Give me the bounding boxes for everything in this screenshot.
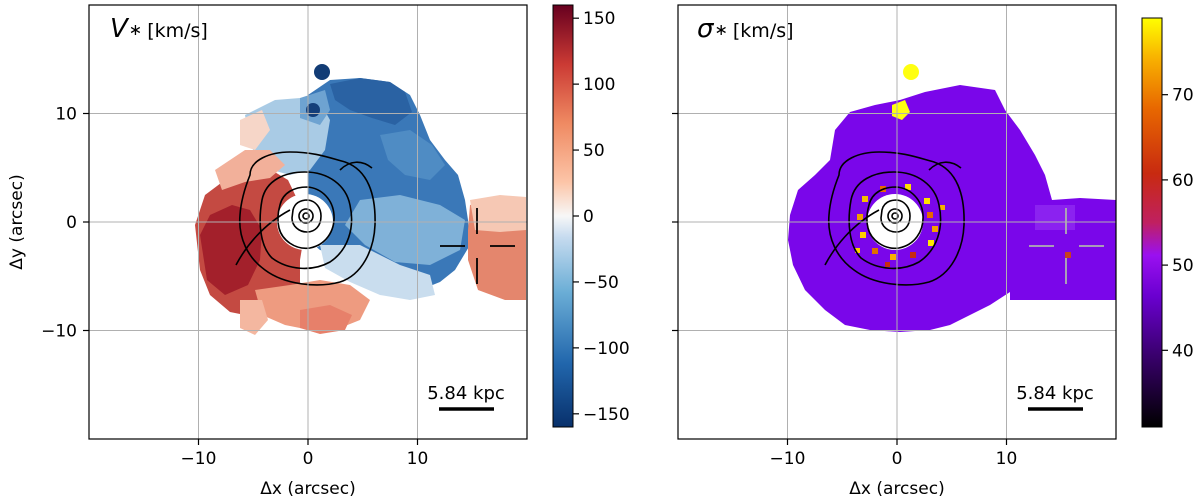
- velocity-scalebar-label: 5.84 kpc: [427, 383, 505, 404]
- dispersion-contour-peak: [891, 212, 899, 220]
- velocity-contour-outer: [238, 151, 376, 286]
- velocity-colorbar-tick-label: 0: [583, 207, 594, 227]
- dispersion-contour-tail-northeast: [928, 161, 962, 171]
- dispersion-crosshair-marker: [1029, 208, 1104, 284]
- velocity-isophote-contours: [235, 151, 376, 286]
- dispersion-contour-center: [887, 208, 903, 224]
- velocity-gridlines: [89, 5, 527, 439]
- dispersion-map: [788, 64, 1116, 332]
- velocity-colorbar-tick-label: −50: [583, 273, 619, 293]
- dispersion-xtick-label: −10: [770, 449, 806, 469]
- velocity-colorbar-tick-label: 150: [583, 9, 615, 29]
- velocity-crosshair-marker: [440, 208, 515, 284]
- dispersion-colorbar-ticks: 70 60 50 40: [1162, 86, 1194, 361]
- dispersion-contour-mid: [848, 171, 942, 270]
- velocity-ytick-label: 10: [55, 105, 77, 125]
- dispersion-colorbar-tick-label: 40: [1172, 341, 1194, 361]
- velocity-colorbar-tick-label: −150: [583, 405, 630, 425]
- velocity-contour-inner: [277, 186, 335, 250]
- velocity-colorbar-tick-label: 50: [583, 141, 605, 161]
- velocity-contour-mid: [259, 171, 353, 270]
- dispersion-colorbar-tick-label: 60: [1172, 171, 1194, 191]
- dispersion-scalebar-label: 5.84 kpc: [1016, 383, 1094, 404]
- dispersion-colorbar-tick-label: 70: [1172, 86, 1194, 106]
- dispersion-ticks: −10 0 10: [672, 112, 1018, 469]
- dispersion-region-east-lighter: [1035, 205, 1075, 230]
- velocity-contour-center: [298, 208, 314, 224]
- dispersion-xtick-label: 10: [996, 449, 1018, 469]
- velocity-region-southeast-pale: [320, 245, 435, 300]
- velocity-y-axis-label: Δy (arcsec): [7, 174, 27, 269]
- dispersion-xtick-label: 0: [892, 449, 903, 469]
- velocity-region-northwest-pale: [240, 110, 270, 150]
- velocity-region-east-clump-pale: [470, 195, 526, 232]
- velocity-contour-core: [291, 199, 322, 233]
- dispersion-panel-title: σ∗ [km/s]: [697, 14, 794, 44]
- velocity-ticks: −10 0 10 −10 0 10: [41, 105, 428, 470]
- velocity-contour-tail-northeast: [339, 161, 373, 171]
- dispersion-panel: −10 0 10 σ∗ [km/s] 5.84 kpc Δx (arcsec) 70 6…: [672, 4, 1194, 499]
- dispersion-x-axis-label: Δx (arcsec): [849, 479, 944, 499]
- dispersion-contour-outer: [827, 151, 965, 286]
- velocity-ytick-label: −10: [41, 322, 77, 342]
- velocity-xtick-label: −10: [181, 449, 217, 469]
- velocity-colorbar-tick-label: 100: [583, 75, 615, 95]
- velocity-contour-tail-west: [235, 209, 291, 266]
- velocity-colorbar-ticks: 150 100 50 0 −50 −100 −150: [573, 9, 630, 425]
- dispersion-gridlines: [678, 5, 1116, 439]
- velocity-xtick-label: 0: [303, 449, 314, 469]
- velocity-panel-title: V∗ [km/s]: [110, 14, 208, 44]
- velocity-top-blob: [314, 64, 330, 80]
- dispersion-colorbar: [1141, 17, 1163, 428]
- velocity-ytick-label: 0: [66, 213, 77, 233]
- velocity-colorbar: [552, 4, 574, 428]
- velocity-region-southwest-pale: [240, 300, 268, 335]
- dispersion-colorbar-tick-label: 50: [1172, 256, 1194, 276]
- dispersion-top-blob: [903, 64, 919, 80]
- velocity-region-east-mid: [380, 130, 445, 180]
- velocity-colorbar-tick-label: −100: [583, 339, 630, 359]
- velocity-contour-peak: [302, 212, 310, 220]
- velocity-region-west-deep: [200, 205, 262, 295]
- velocity-x-axis-label: Δx (arcsec): [260, 479, 355, 499]
- dispersion-contour-inner: [866, 186, 924, 250]
- velocity-map: [195, 64, 526, 335]
- velocity-region-south-orange: [300, 305, 352, 334]
- dispersion-contour-core: [880, 199, 911, 233]
- velocity-xtick-label: 10: [407, 449, 429, 469]
- dispersion-contour-tail-west: [824, 209, 880, 266]
- dispersion-isophote-contours: [824, 151, 965, 286]
